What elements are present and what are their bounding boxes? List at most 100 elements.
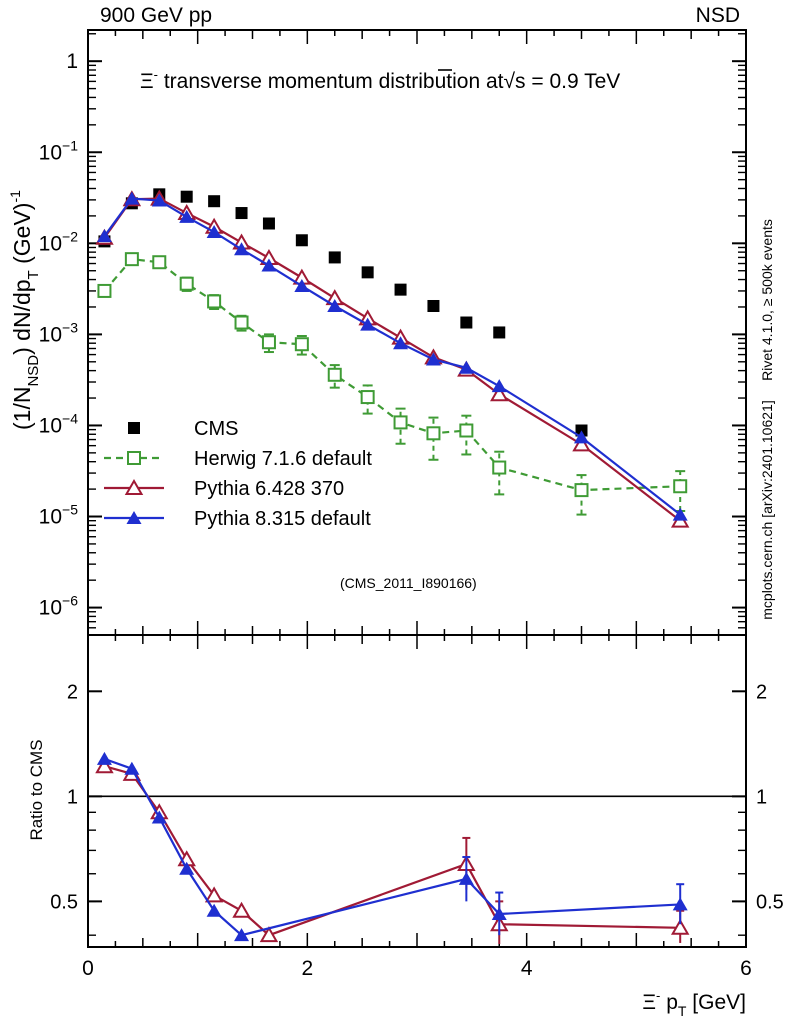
datapoint-pythia [327,298,343,312]
side-label-mcplots: mcplots.cern.ch [arXiv:2401.10621] [759,400,775,619]
main-ytick-label: 1 [66,50,78,73]
xtick-label: 0 [82,957,94,980]
ratio-datapoint [96,751,112,765]
datapoint-herwig [261,335,276,350]
datapoint-cms [235,207,248,220]
datapoint-cms [180,190,193,203]
ratio-datapoint [124,761,140,775]
datapoint-herwig [234,315,249,330]
main-ytick-label: 10−2 [39,228,79,255]
datapoint-cms [493,326,506,339]
main-ytick-label: 10−5 [39,502,79,529]
ratio-datapoint [458,871,474,885]
ratio-ytick-label-right: 1 [756,786,767,808]
datapoint-pythia [124,191,140,205]
datapoint-pythia [425,352,441,366]
datapoint-herwig [152,255,167,270]
datapoint-herwig [360,390,375,405]
xtick-label: 6 [740,957,752,980]
datapoint-herwig [327,367,342,382]
ratio-datapoint [95,757,114,774]
series-line-pythia [103,197,681,516]
datapoint-herwig [207,294,222,309]
legend-label-pythia8: Pythia 8.315 default [194,508,371,530]
legend-marker-cms [128,422,140,434]
ratio-line-pythia [104,757,681,937]
ratio-datapoint [204,886,224,903]
datapoint-herwig [97,283,112,298]
plot-title: Ξ- transverse momentum distribution at√s… [140,67,620,93]
datapoint-herwig [673,479,688,494]
datapoint-pythia [294,278,310,292]
datapoint-cms [361,266,374,279]
main-plot-frame [87,29,747,636]
datapoint-herwig [459,423,474,438]
datapoint-cms [328,251,341,264]
datapoint-pythia [179,209,195,223]
header-left-label: 900 GeV pp [100,4,212,27]
ratio-datapoint [151,810,167,824]
xaxis-label: Ξ- pT [GeV] [642,988,746,1019]
legend-marker-herwig [127,451,141,465]
datapoint-cms [295,234,308,247]
xtick-label: 4 [521,957,533,980]
datapoint-pythia [151,193,167,207]
series-line-herwig [103,257,681,492]
legend-label-cms: CMS [194,418,238,440]
datapoint-pythia [490,385,509,402]
ratio-datapoint [234,928,250,942]
ratio-plot-frame [87,634,747,948]
main-ytick-label: 10−3 [39,319,79,346]
datapoint-cms [394,283,407,296]
datapoint-herwig [393,415,408,430]
datapoint-pythia [491,379,507,393]
ratio-datapoint [259,926,279,943]
legend-marker-pythia8 [126,511,142,524]
datapoint-herwig [492,460,507,475]
main-ytick-label: 10−4 [39,410,79,437]
dataset-watermark: (CMS_2011_I890166) [340,575,477,591]
datapoint-herwig [574,483,589,498]
ratio-ytick-label-right: 2 [756,681,767,703]
datapoint-pythia [574,430,589,444]
main-ytick-label: 10−1 [39,137,79,164]
legend-marker-pythia6 [124,478,144,495]
side-label-rivet: Rivet 4.1.0, ≥ 500k events [759,219,775,381]
datapoint-pythia [672,507,688,521]
ratio-ytick-label: 1 [67,786,78,808]
main-ytick-label: 10−6 [39,593,79,620]
legend-label-herwig: Herwig 7.1.6 default [194,448,372,470]
ratio-ytick-label: 0.5 [50,891,78,913]
datapoint-cms [262,217,275,230]
datapoint-herwig [124,252,139,267]
ratio-ylabel: Ratio to CMS [27,739,46,840]
datapoint-pythia [360,317,376,331]
series-line-pythia [103,197,681,522]
datapoint-cms [460,316,473,329]
datapoint-herwig [294,337,309,352]
datapoint-pythia [261,258,277,272]
ratio-ytick-label: 2 [67,681,78,703]
header-right-label: NSD [696,4,740,27]
main-ylabel: (1/NNSD) dN/dpT (GeV)-1 [7,190,42,430]
legend-label-pythia6: Pythia 6.428 370 [194,478,344,500]
datapoint-cms [208,195,221,208]
ratio-datapoint [232,901,251,918]
datapoint-pythia [572,435,591,452]
datapoint-pythia [96,229,112,243]
xtick-label: 2 [301,957,313,980]
datapoint-cms [427,299,440,312]
ratio-ytick-label-right: 0.5 [756,891,784,913]
datapoint-pythia [234,242,250,256]
datapoint-pythia [458,360,474,374]
datapoint-herwig [426,426,441,441]
ratio-datapoint [206,903,222,917]
datapoint-pythia [206,225,222,239]
datapoint-pythia [393,336,409,350]
ratio-datapoint [179,861,195,875]
datapoint-herwig [179,276,194,291]
ratio-datapoint [491,907,507,921]
ratio-datapoint [670,918,690,935]
